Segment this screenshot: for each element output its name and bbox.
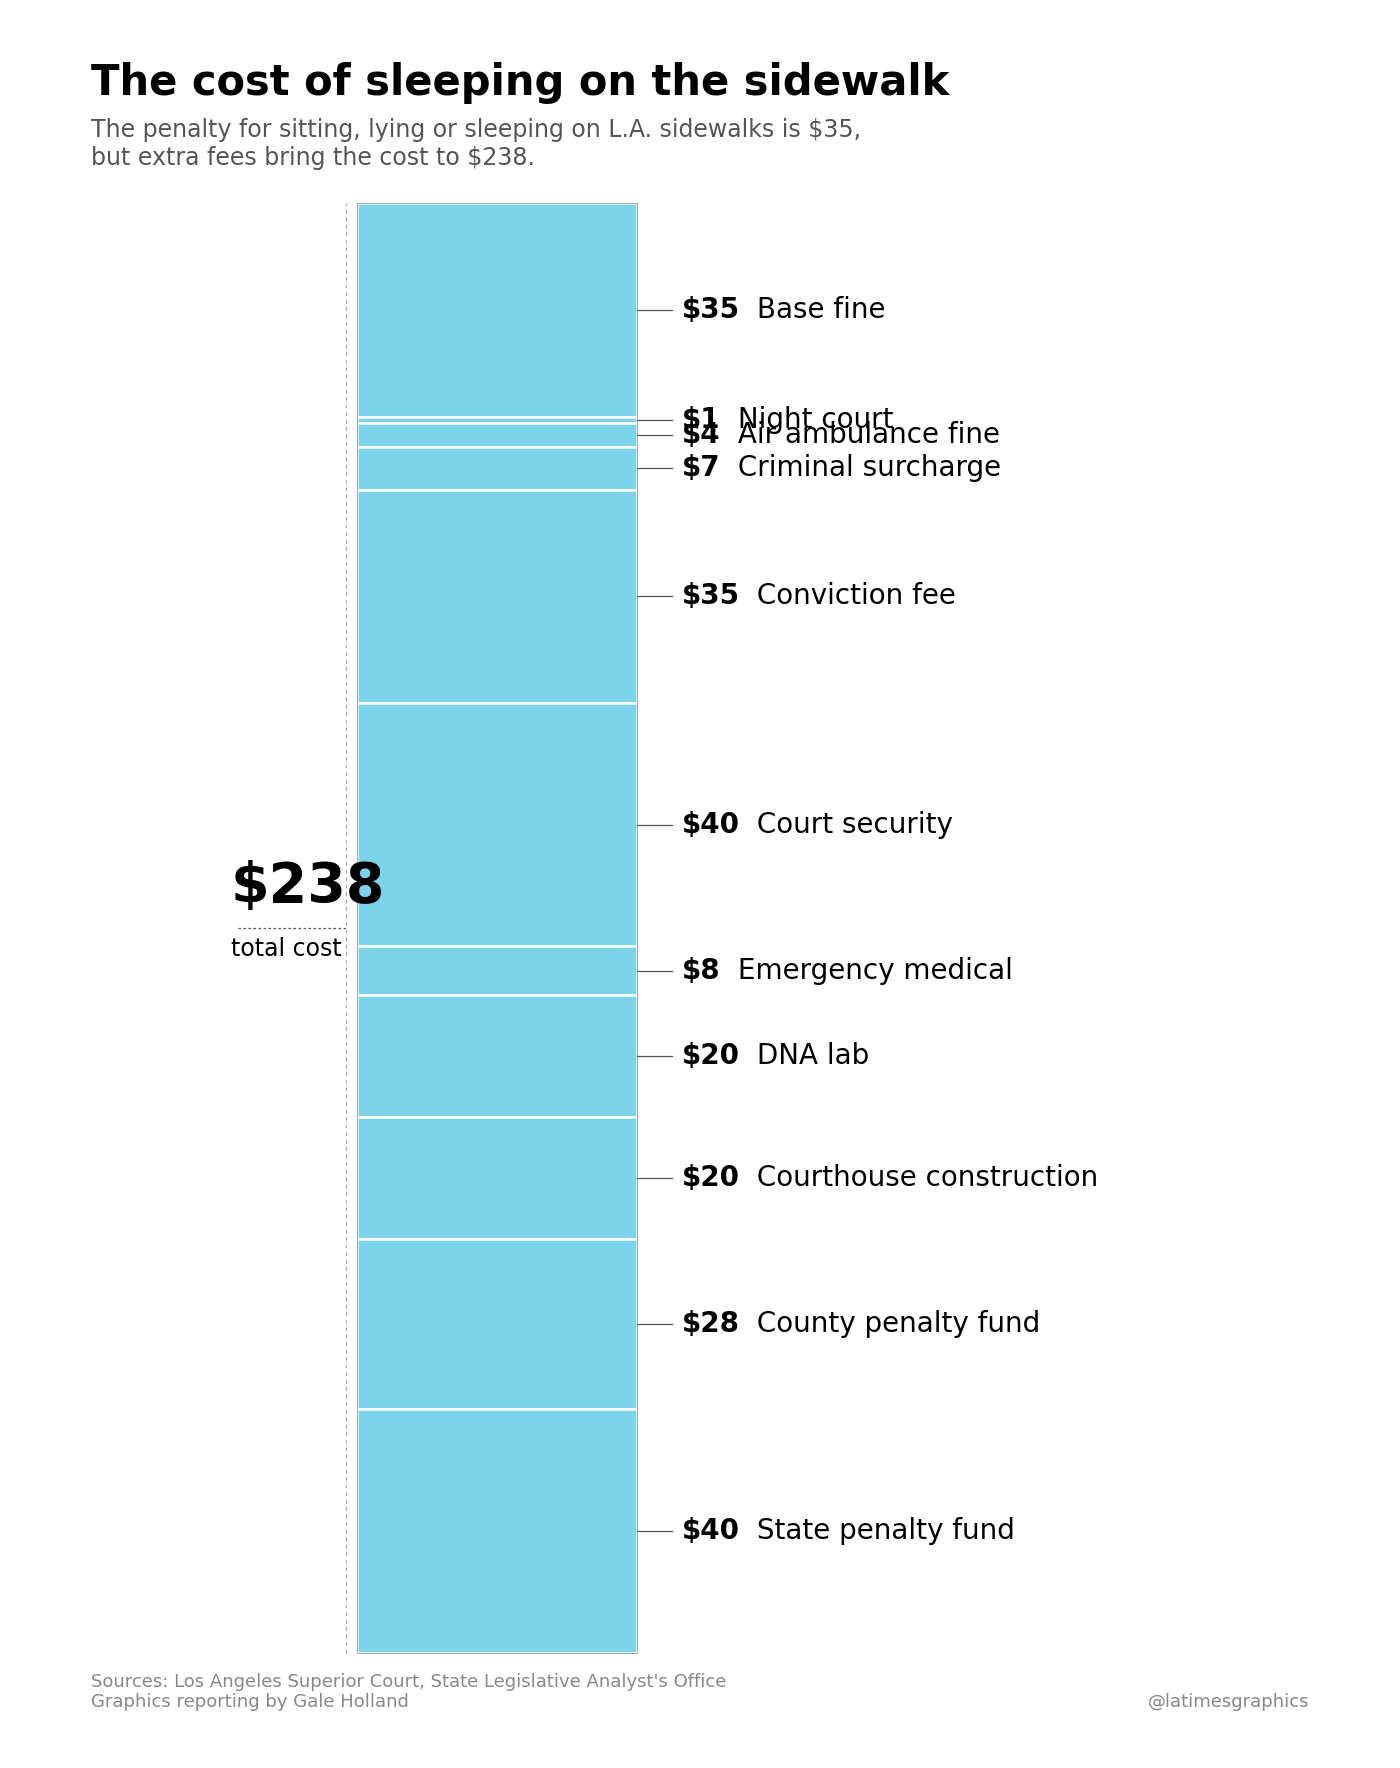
- Text: $238: $238: [231, 859, 385, 914]
- Text: $1: $1: [682, 405, 720, 433]
- Text: $35: $35: [682, 295, 741, 324]
- Text: Sources: Los Angeles Superior Court, State Legislative Analyst's Office
Graphics: Sources: Los Angeles Superior Court, Sta…: [91, 1673, 727, 1711]
- Text: @latimesgraphics: @latimesgraphics: [1148, 1694, 1309, 1711]
- Text: $40: $40: [682, 1517, 739, 1545]
- Text: State penalty fund: State penalty fund: [748, 1517, 1015, 1545]
- Text: $20: $20: [682, 1041, 739, 1070]
- Text: County penalty fund: County penalty fund: [748, 1310, 1040, 1338]
- Text: Emergency medical: Emergency medical: [729, 956, 1014, 985]
- Text: Conviction fee: Conviction fee: [748, 582, 955, 610]
- Text: Courthouse construction: Courthouse construction: [748, 1163, 1098, 1192]
- Text: Criminal surcharge: Criminal surcharge: [729, 454, 1001, 483]
- Text: $28: $28: [682, 1310, 739, 1338]
- Text: Base fine: Base fine: [748, 295, 885, 324]
- Text: $20: $20: [682, 1163, 739, 1192]
- Text: $7: $7: [682, 454, 721, 483]
- Text: total cost: total cost: [231, 937, 342, 962]
- Text: $35: $35: [682, 582, 741, 610]
- Text: Court security: Court security: [748, 812, 952, 838]
- Text: Night court: Night court: [729, 405, 893, 433]
- Text: Air ambulance fine: Air ambulance fine: [729, 421, 1001, 449]
- Text: $40: $40: [682, 812, 739, 838]
- Text: $8: $8: [682, 956, 721, 985]
- Text: The penalty for sitting, lying or sleeping on L.A. sidewalks is $35,
but extra f: The penalty for sitting, lying or sleepi…: [91, 118, 861, 170]
- Text: DNA lab: DNA lab: [748, 1041, 869, 1070]
- Text: $4: $4: [682, 421, 721, 449]
- Text: The cost of sleeping on the sidewalk: The cost of sleeping on the sidewalk: [91, 62, 949, 104]
